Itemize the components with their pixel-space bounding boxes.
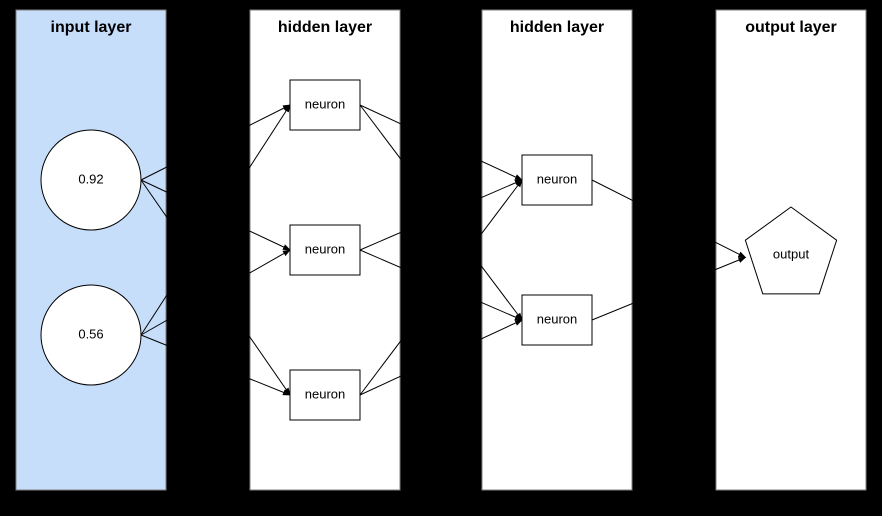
node-label-in1: 0.92 — [78, 171, 103, 186]
node-label-h1a: neuron — [305, 96, 345, 111]
node-in2: 0.56 — [41, 285, 141, 385]
node-label-h2b: neuron — [537, 311, 577, 326]
node-in1: 0.92 — [41, 130, 141, 230]
layer-rect-hidden2 — [482, 10, 632, 490]
node-h1b: neuron — [290, 225, 360, 275]
node-h2a: neuron — [522, 155, 592, 205]
layer-title-output: output layer — [745, 19, 837, 36]
layer-panel-input: input layer — [16, 10, 166, 490]
node-h2b: neuron — [522, 295, 592, 345]
layer-title-hidden1: hidden layer — [278, 19, 372, 36]
layer-title-input: input layer — [51, 19, 132, 36]
layer-panel-hidden2: hidden layer — [482, 10, 632, 490]
node-label-h1c: neuron — [305, 386, 345, 401]
layer-title-hidden2: hidden layer — [510, 19, 604, 36]
node-h1a: neuron — [290, 80, 360, 130]
node-label-h2a: neuron — [537, 171, 577, 186]
node-label-h1b: neuron — [305, 241, 345, 256]
node-label-out: output — [773, 246, 810, 261]
layer-rect-input — [16, 10, 166, 490]
neural-network-diagram: input layer hidden layer hidden layer outpu… — [0, 0, 882, 516]
node-label-in2: 0.56 — [78, 326, 103, 341]
node-h1c: neuron — [290, 370, 360, 420]
